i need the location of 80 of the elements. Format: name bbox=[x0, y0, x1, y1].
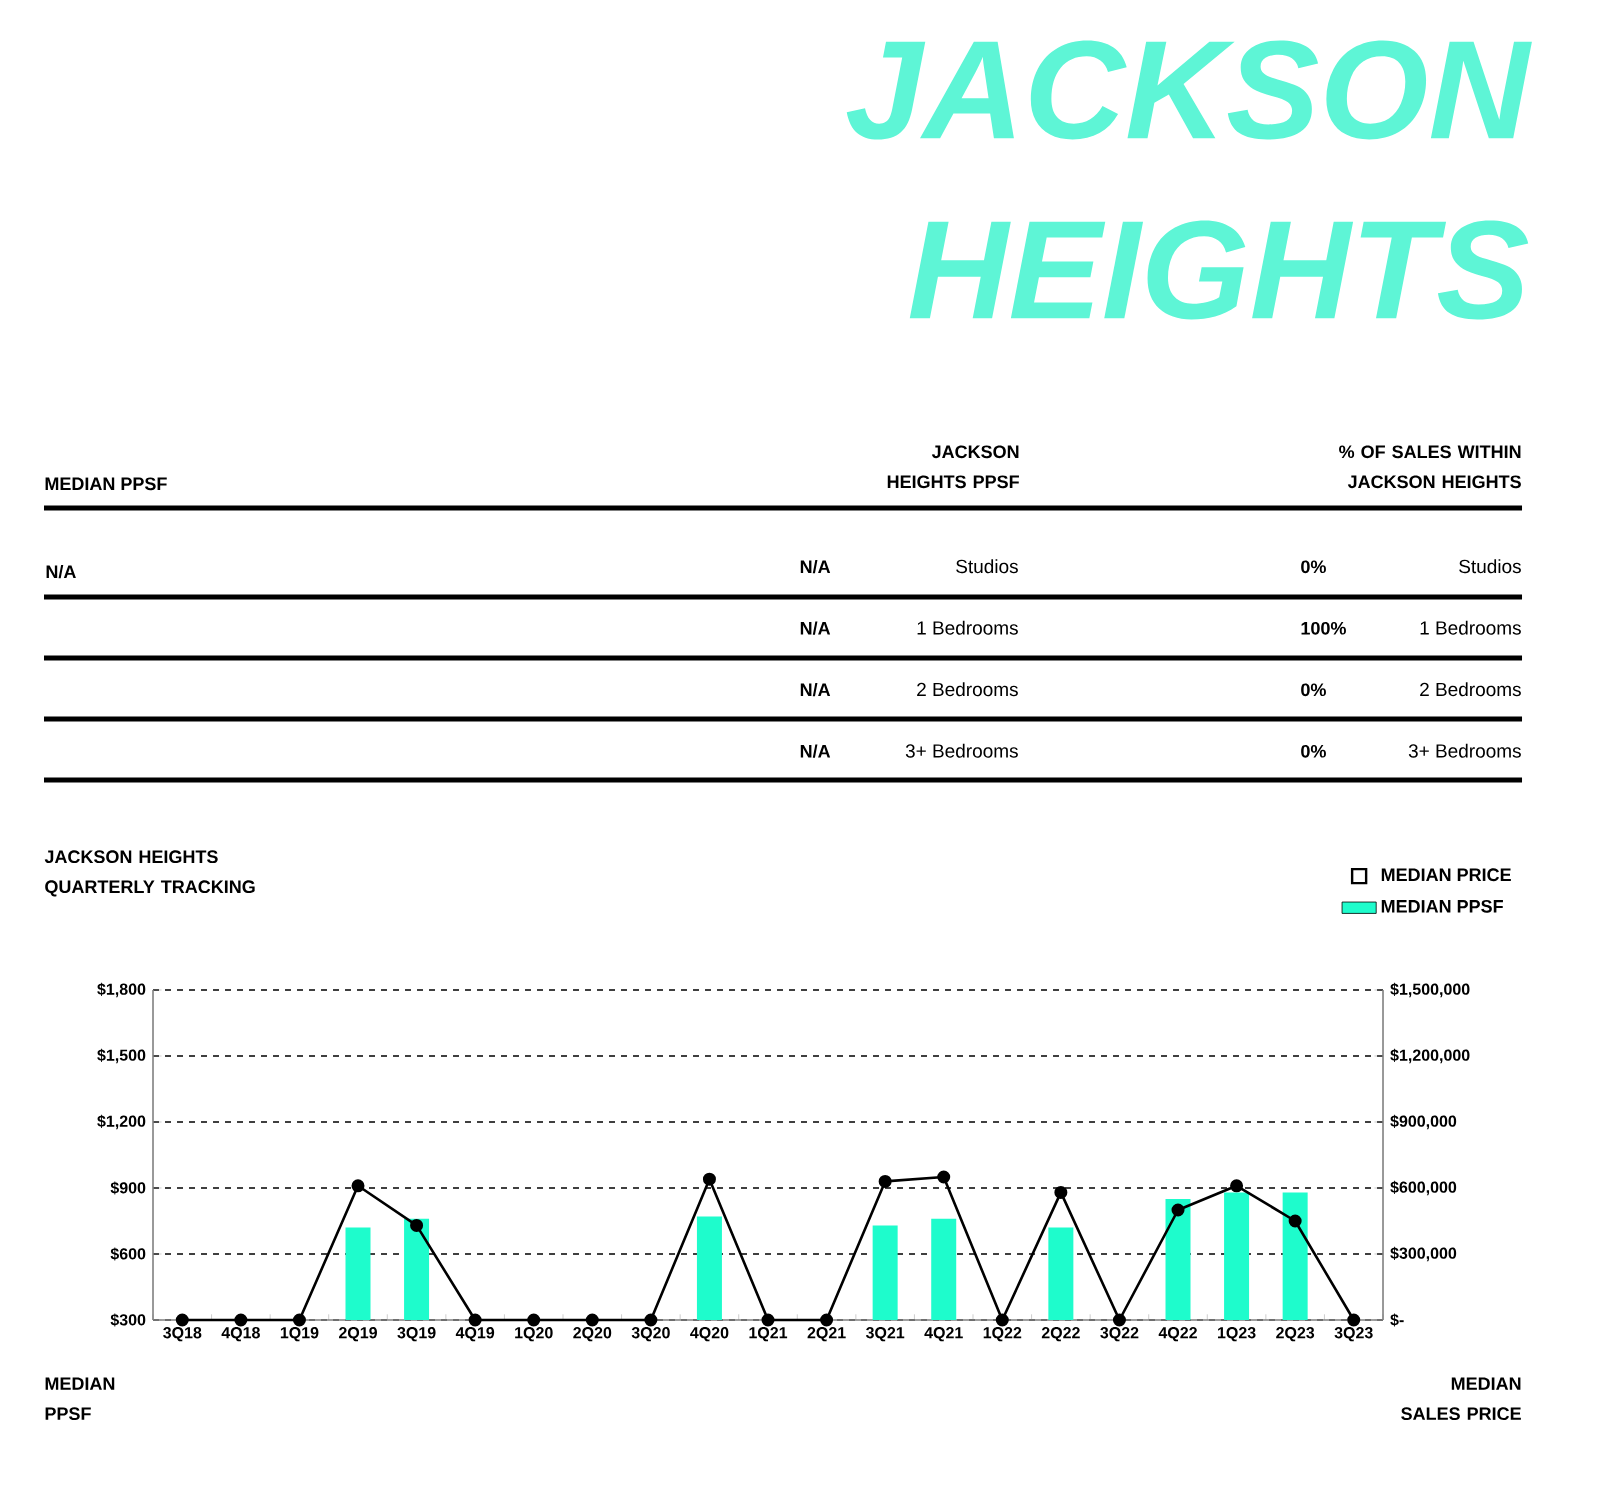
x-tick-label: 3Q22 bbox=[1100, 1327, 1139, 1342]
text: 0% bbox=[1301, 744, 1326, 758]
y-axis-title: MEDIAN PPSF bbox=[45, 1377, 115, 1421]
x-tick-label: 3Q19 bbox=[397, 1327, 436, 1342]
text: 3+ Bedrooms bbox=[905, 743, 1018, 758]
point bbox=[175, 1313, 189, 1327]
y-tick-label: $900 bbox=[110, 1181, 146, 1195]
text: 1 Bedrooms bbox=[917, 620, 1018, 635]
x-tick-label: 4Q20 bbox=[690, 1327, 729, 1342]
x-tick-label: 2Q19 bbox=[339, 1327, 377, 1342]
text: N/A bbox=[800, 744, 831, 758]
x-tick-label: 3Q20 bbox=[631, 1327, 670, 1342]
text: 2 Bedrooms bbox=[1420, 682, 1521, 697]
y-tick-label: $600 bbox=[110, 1247, 146, 1261]
x-tick-label: 3Q23 bbox=[1334, 1327, 1373, 1342]
x-tick-label: 3Q21 bbox=[865, 1327, 905, 1342]
x-tick-label: 1Q19 bbox=[280, 1327, 319, 1342]
legend-label: MEDIAN PPSF bbox=[1381, 899, 1503, 913]
point bbox=[410, 1218, 424, 1232]
point bbox=[1347, 1313, 1361, 1327]
x-tick-label: 4Q21 bbox=[924, 1327, 963, 1342]
text: Studios bbox=[956, 559, 1018, 574]
text: MEDIAN PPSF bbox=[45, 477, 167, 491]
x-tick-label: 3Q18 bbox=[163, 1327, 202, 1342]
y-tick-label: $300 bbox=[110, 1313, 146, 1327]
x-tick-label: 4Q18 bbox=[221, 1327, 260, 1342]
point bbox=[1230, 1179, 1244, 1193]
text: % OF SALES WITHIN JACKSON HEIGHTS bbox=[1339, 445, 1521, 489]
point bbox=[995, 1313, 1009, 1327]
text: N/A bbox=[800, 621, 831, 635]
point bbox=[1288, 1214, 1302, 1228]
y-tick-label: $1,200 bbox=[97, 1114, 146, 1130]
y-tick-label: $1,500 bbox=[97, 1048, 146, 1064]
point bbox=[234, 1313, 248, 1327]
x-tick-label: 2Q20 bbox=[573, 1327, 612, 1342]
text: N/A bbox=[800, 559, 831, 574]
y2-tick-label: $600,000 bbox=[1390, 1180, 1457, 1196]
point bbox=[820, 1313, 834, 1327]
point bbox=[702, 1172, 716, 1186]
point bbox=[527, 1313, 541, 1327]
text: 3+ Bedrooms bbox=[1408, 743, 1521, 758]
y2-tick-label: $900,000 bbox=[1390, 1114, 1457, 1130]
legend-label: MEDIAN PRICE bbox=[1381, 868, 1511, 882]
x-tick-label: 2Q22 bbox=[1041, 1327, 1080, 1342]
y2-tick-label: $- bbox=[1390, 1313, 1404, 1327]
x-tick-label: 1Q22 bbox=[983, 1327, 1022, 1342]
y-tick-label: $1,800 bbox=[97, 982, 146, 998]
text: N/A bbox=[800, 682, 831, 697]
x-tick-label: 4Q19 bbox=[455, 1327, 495, 1342]
text: Studios bbox=[1459, 559, 1521, 574]
point bbox=[351, 1179, 365, 1193]
text: 1 Bedrooms bbox=[1420, 620, 1521, 635]
text: N/A bbox=[46, 564, 76, 579]
text: 0% bbox=[1301, 560, 1326, 574]
x-tick-label: 1Q20 bbox=[515, 1327, 553, 1342]
x-tick-label: 2Q23 bbox=[1276, 1327, 1315, 1342]
x-tick-label: 1Q21 bbox=[749, 1327, 788, 1342]
x-tick-label: 2Q21 bbox=[807, 1327, 846, 1342]
point bbox=[1171, 1203, 1185, 1217]
text: JACKSON HEIGHTS PPSF bbox=[887, 445, 1019, 489]
point bbox=[1054, 1185, 1068, 1199]
text: 2 Bedrooms bbox=[917, 682, 1018, 697]
y2-tick-label: $1,200,000 bbox=[1390, 1048, 1470, 1064]
point bbox=[468, 1313, 482, 1327]
y2-axis-title: MEDIAN SALES PRICE bbox=[1401, 1377, 1521, 1421]
text: JACKSON HEIGHTS bbox=[846, 40, 1532, 320]
text: 0% bbox=[1301, 683, 1326, 697]
text: 100% bbox=[1301, 621, 1346, 635]
point bbox=[585, 1313, 599, 1327]
point bbox=[292, 1313, 306, 1327]
x-tick-label: 4Q22 bbox=[1158, 1327, 1197, 1342]
x-tick-label: 1Q23 bbox=[1218, 1327, 1256, 1342]
point bbox=[1112, 1313, 1126, 1327]
y2-tick-label: $1,500,000 bbox=[1390, 982, 1470, 998]
point bbox=[937, 1170, 951, 1184]
point bbox=[878, 1174, 892, 1188]
point bbox=[761, 1313, 775, 1327]
chart-title: JACKSON HEIGHTS QUARTERLY TRACKING bbox=[44, 850, 255, 897]
y2-tick-label: $300,000 bbox=[1390, 1246, 1457, 1262]
point bbox=[644, 1313, 658, 1327]
